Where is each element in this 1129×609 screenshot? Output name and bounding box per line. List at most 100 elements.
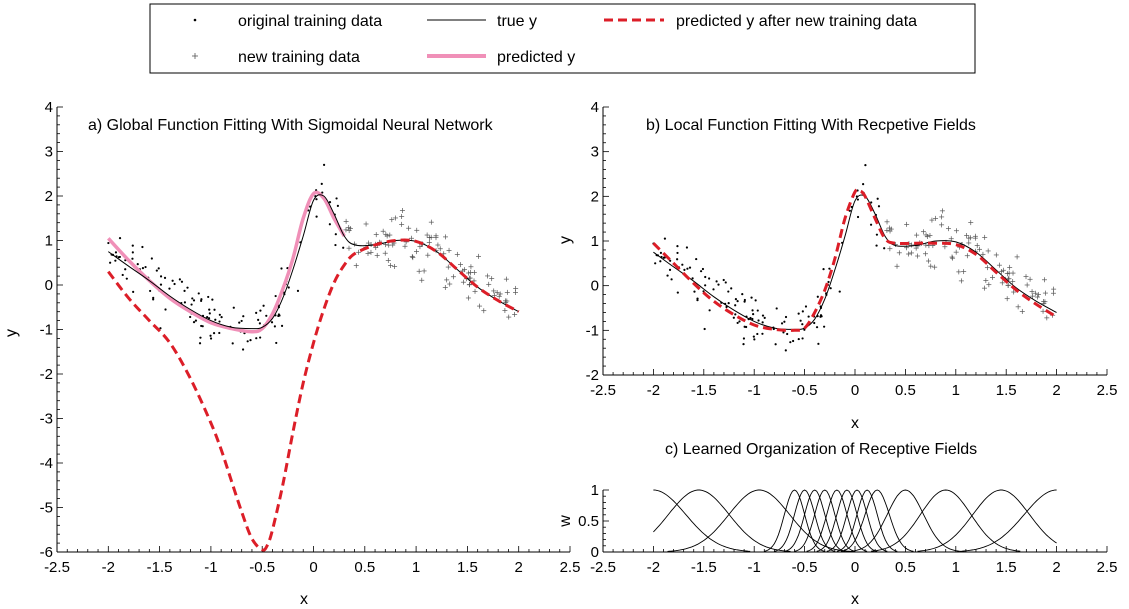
y-tick-label: -1 [40, 322, 53, 339]
original-data-point [663, 237, 667, 240]
new-data-point [884, 219, 890, 225]
new-data-point [1042, 299, 1048, 305]
x-tick-label: 0.5 [895, 382, 916, 399]
new-data-point [392, 215, 398, 221]
original-data-point [200, 324, 203, 328]
original-data-point [676, 258, 679, 261]
new-data-point [491, 288, 497, 294]
legend-marker-original-data [193, 18, 197, 22]
panel-b-title: b) Local Function Fitting With Recpetive… [646, 117, 976, 134]
original-data-point [801, 337, 804, 340]
original-data-point [121, 273, 124, 277]
new-data-point [1041, 277, 1047, 283]
new-data-point [966, 240, 972, 246]
new-data-point [1010, 279, 1016, 285]
series-line-predicted-y-after-new-training-data [652, 187, 1058, 332]
original-data-point [238, 321, 241, 324]
original-data-point [218, 320, 221, 323]
legend-label-new-data: new training data [238, 49, 360, 66]
receptive-field-curve [816, 489, 878, 552]
y-tick-label: 4 [45, 99, 53, 116]
new-data-point [972, 235, 978, 241]
new-data-point [406, 225, 412, 231]
new-data-point [365, 250, 371, 256]
new-data-point [1006, 276, 1012, 282]
original-data-point [209, 334, 212, 337]
x-tick-label: 0 [851, 382, 859, 399]
new-data-point [932, 264, 938, 270]
new-data-point [964, 253, 970, 259]
original-data-point [232, 306, 235, 309]
panel-a-ticks: -2.5 -2 -1.5 -1 -0.5 0 0.5 1 1.5 2 2.5 -6 -5 -4 -3 -2 -1… [40, 99, 581, 576]
original-data-point [691, 277, 694, 280]
original-data-point [686, 267, 689, 270]
new-data-point [465, 295, 471, 301]
original-data-point [782, 331, 785, 334]
original-data-point [701, 267, 705, 271]
original-data-point [125, 277, 128, 280]
new-data-point [481, 308, 487, 314]
original-data-point [178, 278, 181, 281]
x-tick-label: -2.5 [590, 559, 616, 576]
new-data-point [1011, 289, 1017, 295]
new-data-point [343, 227, 349, 233]
new-data-point [416, 268, 422, 274]
legend: original training data true y predicted … [149, 3, 976, 74]
panel-a-ylabel: y [3, 329, 20, 337]
new-data-point [485, 273, 491, 279]
x-tick-label: 0.5 [354, 559, 375, 576]
original-data-point [741, 293, 744, 296]
original-data-point [823, 325, 826, 328]
new-data-point [956, 269, 962, 275]
receptive-field-curve [653, 489, 751, 552]
original-data-point [752, 335, 755, 338]
new-data-point [466, 282, 472, 288]
original-data-point [315, 215, 318, 218]
original-data-point [807, 315, 810, 318]
original-data-point [144, 265, 147, 269]
original-data-point [753, 338, 756, 341]
original-data-point [676, 245, 679, 248]
x-tick-label: -1.5 [147, 559, 173, 576]
original-data-point [775, 307, 778, 310]
original-data-point [815, 326, 819, 329]
new-data-point [974, 243, 980, 249]
original-data-point [183, 289, 186, 292]
original-data-point [676, 251, 679, 255]
original-data-point [259, 336, 262, 339]
x-tick-label: -0.5 [792, 559, 818, 576]
original-data-point [209, 337, 213, 340]
original-data-point [242, 315, 245, 318]
original-data-point [190, 303, 193, 306]
y-tick-label: 0 [591, 544, 599, 561]
new-data-point [346, 245, 352, 251]
new-data-point [961, 269, 967, 275]
original-data-point [149, 289, 152, 293]
new-data-point [346, 228, 352, 234]
original-data-point [797, 312, 800, 315]
receptive-field-curve [764, 489, 825, 552]
original-data-point [109, 261, 112, 264]
receptive-field-curve [871, 489, 1021, 552]
new-data-point [887, 246, 893, 252]
original-data-point [732, 316, 735, 319]
original-data-point [875, 244, 878, 247]
new-data-point [444, 277, 450, 283]
new-data-point [387, 232, 393, 238]
new-data-point [884, 227, 890, 233]
new-data-point [983, 278, 989, 284]
x-tick-label: 1 [952, 559, 960, 576]
y-tick-label: 0 [591, 278, 599, 295]
original-data-point [159, 275, 163, 278]
y-tick-label: 0 [45, 277, 53, 294]
new-data-point [417, 244, 423, 250]
new-data-point [1005, 282, 1011, 288]
legend-label-true-y: true y [497, 13, 537, 30]
original-data-point [708, 309, 711, 312]
original-data-point [727, 302, 730, 305]
original-data-point [275, 341, 278, 345]
original-data-point [213, 308, 216, 311]
new-data-point [443, 234, 449, 240]
new-data-point [506, 314, 512, 320]
